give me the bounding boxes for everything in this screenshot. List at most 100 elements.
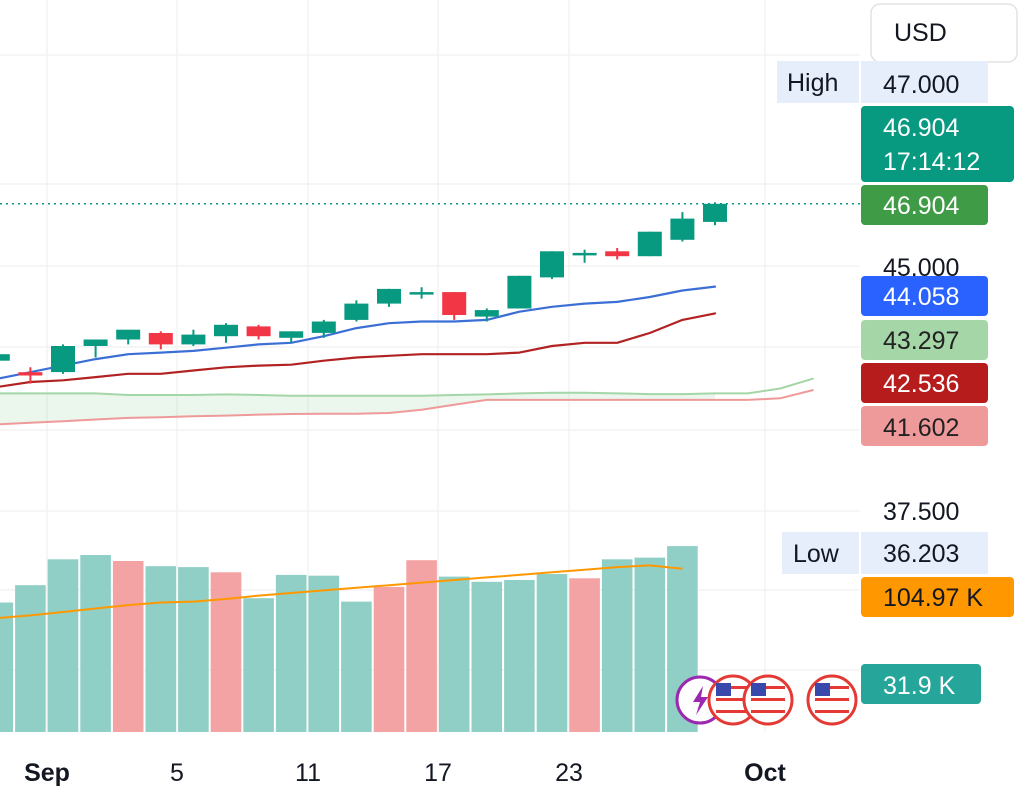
volume-bar [373, 586, 405, 732]
badge-current-price: 46.904 [861, 185, 988, 225]
price-tick: 37.500 [883, 498, 959, 526]
x-axis-label: Oct [744, 759, 786, 787]
candle-body [116, 329, 141, 340]
volume-bar [145, 566, 177, 732]
badge-cloud-lower: 41.602 [861, 406, 988, 446]
volume-bar [536, 574, 568, 732]
badge-cloud-upper-value: 43.297 [883, 327, 959, 355]
candle[interactable] [377, 288, 401, 307]
volume-value: 31.9 K [883, 672, 956, 700]
badge-cloud-lower-value: 41.602 [883, 414, 959, 442]
volume-badge: 31.9 K [861, 664, 981, 704]
candle[interactable] [703, 202, 727, 226]
badge-ma-slow-value: 42.536 [883, 370, 959, 398]
volume-ma-value: 104.97 K [883, 584, 983, 612]
candle[interactable] [116, 329, 141, 345]
us-flag-icon[interactable] [742, 674, 794, 726]
low-value: 36.203 [883, 540, 959, 568]
ma-slow-line [0, 312, 717, 388]
flag-stripe [716, 686, 750, 689]
candle-body [637, 231, 662, 257]
candle-body [409, 292, 434, 295]
flag-stripe [716, 704, 750, 707]
candle[interactable] [344, 300, 369, 322]
candle-body [507, 275, 532, 309]
candle-body [703, 203, 727, 222]
flag-canton [815, 683, 830, 696]
volume-bar [438, 576, 470, 732]
candle[interactable] [409, 287, 434, 299]
ma-fast-line [0, 285, 717, 380]
candle-body [83, 339, 108, 346]
volume-bar [601, 559, 633, 732]
flag-stripe [815, 704, 849, 707]
candle[interactable] [442, 292, 467, 320]
candle[interactable] [311, 319, 336, 338]
candle-body [670, 218, 695, 240]
flag-canton [716, 683, 731, 696]
x-axis-label: 5 [170, 759, 184, 787]
volume-bar [210, 572, 242, 732]
flag-stripe [751, 686, 785, 689]
candle[interactable] [540, 251, 564, 280]
candle[interactable] [148, 331, 173, 350]
volume-bar [341, 601, 372, 732]
high-label: High [787, 69, 838, 97]
candle-body [214, 324, 238, 337]
candle[interactable] [18, 367, 43, 384]
candle[interactable] [0, 348, 10, 379]
volume-bar [0, 602, 14, 732]
candle-body [18, 372, 43, 376]
x-axis-label: Sep [24, 759, 70, 787]
candle[interactable] [474, 308, 499, 322]
candle-body [51, 346, 75, 373]
candle-body [246, 326, 271, 337]
flag-stripe [815, 686, 849, 689]
cloud-upper-line [0, 377, 814, 397]
candle[interactable] [637, 231, 662, 257]
candle[interactable] [507, 275, 532, 309]
flag-canton [751, 683, 766, 696]
volume-ma-badge: 104.97 K [861, 577, 1014, 617]
badge-ma-slow: 42.536 [861, 363, 988, 403]
flag-stripe [751, 704, 785, 707]
candle[interactable] [572, 249, 597, 263]
volume-bar [112, 561, 144, 732]
volume-bar [178, 567, 209, 732]
last-price-value: 46.904 [883, 114, 960, 142]
candle[interactable] [181, 329, 206, 347]
candle-body [474, 310, 499, 317]
volume-bar [275, 574, 307, 732]
volume-bar [634, 557, 666, 732]
high-marker: High 47.000 [777, 61, 988, 103]
candle-body [605, 251, 630, 257]
volume-bar [406, 560, 437, 732]
flag-stripe [815, 710, 849, 713]
lightning-glyph [693, 686, 708, 715]
badge-ma-fast: 44.058 [861, 276, 988, 316]
volume-ma-line [0, 564, 683, 619]
candle[interactable] [83, 339, 108, 358]
candle-body [344, 303, 369, 320]
candle-body [442, 292, 467, 315]
bar-countdown: 17:14:12 [883, 148, 980, 176]
candle[interactable] [279, 331, 304, 343]
candle[interactable] [51, 344, 75, 374]
high-value: 47.000 [883, 71, 959, 99]
candle[interactable] [670, 212, 695, 242]
candle[interactable] [214, 323, 238, 343]
us-flag-icon[interactable] [806, 674, 858, 726]
candle[interactable] [605, 248, 630, 260]
currency-selector[interactable]: USD [870, 3, 1018, 63]
flag-stripe [815, 692, 849, 695]
flag-stripe [815, 698, 849, 701]
low-marker: Low 36.203 [782, 532, 988, 574]
volume-bar [243, 598, 274, 732]
flag-stripe [751, 710, 785, 713]
volume-bar [504, 580, 535, 732]
x-axis-label: 17 [424, 759, 452, 787]
badge-ma-fast-value: 44.058 [883, 283, 959, 311]
volume-bar [569, 578, 600, 732]
candle[interactable] [246, 324, 271, 340]
